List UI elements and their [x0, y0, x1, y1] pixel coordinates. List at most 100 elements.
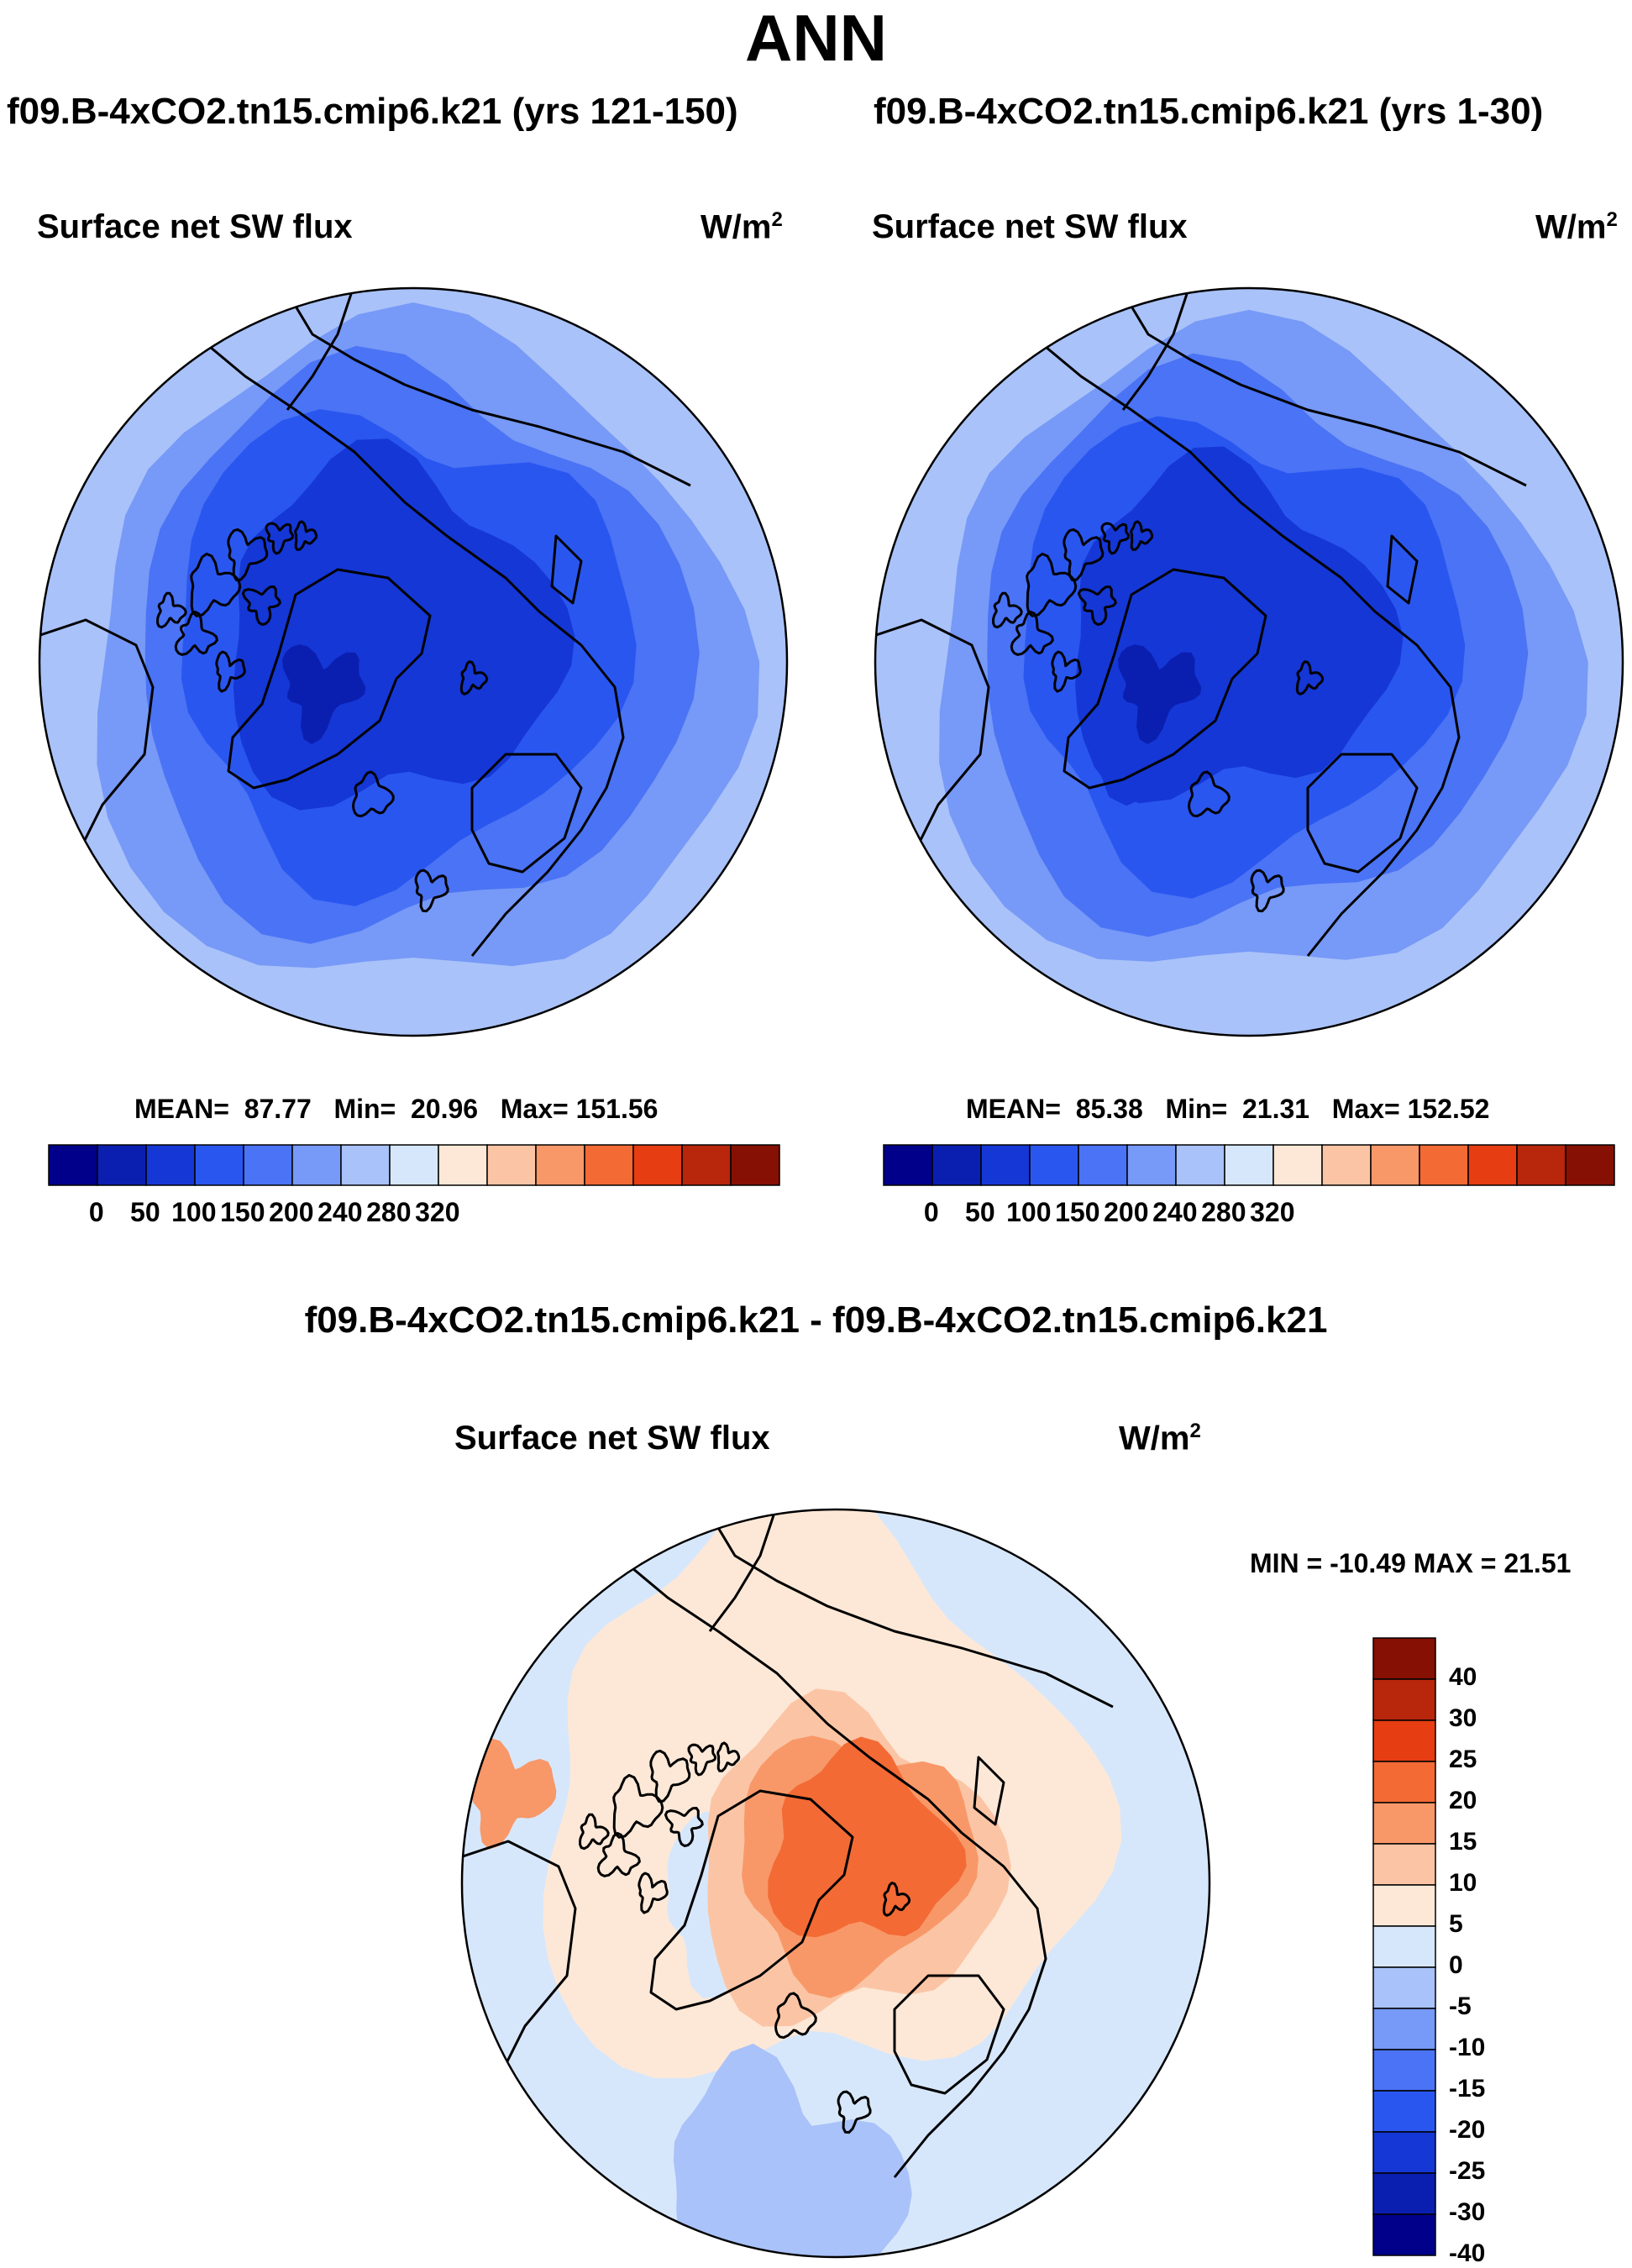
- colorbar-tick-label: 30: [1449, 1704, 1477, 1732]
- colorbar-swatch: [1372, 1761, 1436, 1803]
- coastline-island: [1010, 610, 1054, 656]
- field-band-pos-canada: [470, 1738, 557, 1850]
- polar-map-1: [38, 286, 789, 1037]
- coastline-britain: [1250, 869, 1285, 913]
- coastline-island: [716, 1741, 741, 1772]
- map-boundary: [460, 1508, 1211, 2259]
- colorbar-tick-label: 20: [1449, 1786, 1477, 1814]
- coastline-island: [1051, 650, 1082, 693]
- coastlines: [39, 288, 691, 957]
- case-title-diff: f09.B-4xCO2.tn15.cmip6.k21 - f09.B-4xCO2…: [304, 1299, 1328, 1341]
- colorbar-tick-label: 50: [965, 1197, 995, 1227]
- colorbar-swatch: [1321, 1144, 1372, 1186]
- case-title-1: f09.B-4xCO2.tn15.cmip6.k21 (yrs 121-150): [7, 91, 738, 132]
- coastline-eurasia: [194, 333, 625, 957]
- polar-map-diff: [460, 1508, 1211, 2259]
- units-label-1: W/m2: [701, 208, 783, 246]
- colorbar-tick-label: 320: [415, 1197, 460, 1227]
- colorbar-swatch: [291, 1144, 342, 1186]
- colorbar-tick-label: 100: [1006, 1197, 1052, 1227]
- colorbar-swatch: [389, 1144, 439, 1186]
- colorbar-swatch: [681, 1144, 732, 1186]
- coastline-island: [294, 520, 318, 551]
- colorbar-tick-label: 280: [366, 1197, 412, 1227]
- colorbar-swatch: [145, 1144, 196, 1186]
- coastline-britain: [837, 2090, 872, 2134]
- colorbar-swatch: [48, 1144, 98, 1186]
- coastline-canada: [39, 618, 155, 873]
- field-layer: [39, 288, 787, 1036]
- coastline-island: [649, 1749, 691, 1803]
- coastline-canada: [462, 1840, 577, 2094]
- colorbar-swatch: [1372, 2049, 1436, 2092]
- colorbar-swatch: [1372, 1678, 1436, 1721]
- field-band-pos-15: [768, 1736, 967, 1938]
- colorbar-swatch: [1419, 1144, 1469, 1186]
- colorbar-swatch: [1372, 2008, 1436, 2050]
- colorbar-swatch: [1273, 1144, 1323, 1186]
- colorbar-swatch: [1372, 2172, 1436, 2215]
- coastline-island: [156, 591, 187, 629]
- coastline-island: [579, 1813, 610, 1851]
- coastline-siberia: [708, 1513, 1114, 1709]
- colorbar-tick-label: 100: [171, 1197, 217, 1227]
- coastline-island: [992, 591, 1023, 629]
- colorbar-swatch: [438, 1144, 488, 1186]
- coastline-britain: [414, 869, 449, 913]
- coastlines: [462, 1509, 1114, 2178]
- page-title: ANN: [745, 1, 887, 75]
- colorbar-swatch: [1224, 1144, 1274, 1186]
- colorbar-swatch: [1372, 2213, 1436, 2256]
- colorbar-tick-label: 0: [1449, 1950, 1463, 1979]
- coastline-greenland: [649, 1789, 854, 2011]
- colorbar-tick-label: 25: [1449, 1745, 1477, 1773]
- stats-line-2: MEAN= 85.38 Min= 21.31 Max= 152.52: [966, 1094, 1490, 1124]
- polar-map-2: [874, 286, 1624, 1037]
- colorbar-swatch: [1175, 1144, 1225, 1186]
- coastline-island: [1100, 522, 1131, 555]
- map-boundary: [38, 286, 789, 1037]
- colorbar-swatch: [1372, 1884, 1436, 1927]
- colorbar-swatch: [1078, 1144, 1128, 1186]
- coastline-eurasia: [617, 1554, 1047, 2178]
- colorbar-swatch: [730, 1144, 780, 1186]
- colorbar-tick-label: 280: [1201, 1197, 1246, 1227]
- coastline-novaya-zemlya: [1386, 534, 1419, 605]
- colorbar-tick-label: 50: [130, 1197, 160, 1227]
- field-band-greenland-core: [282, 644, 366, 744]
- coastline-island: [265, 522, 295, 555]
- colorbar-tick-label: 240: [1152, 1197, 1198, 1227]
- coastline-island: [227, 528, 269, 581]
- coastline-island: [638, 1872, 669, 1914]
- colorbar-tick-label: 0: [88, 1197, 104, 1227]
- colorbar-swatch: [1372, 2131, 1436, 2174]
- colorbar-tick-label: 200: [269, 1197, 314, 1227]
- colorbar-swatch: [1372, 1966, 1436, 2009]
- colorbar-swatch: [194, 1144, 244, 1186]
- stats-line-diff: MIN = -10.49 MAX = 21.51: [1250, 1548, 1572, 1578]
- colorbar-tick-label: -30: [1449, 2197, 1486, 2226]
- coastline-siberia: [286, 291, 691, 487]
- units-label-2: W/m2: [1535, 208, 1618, 246]
- colorbar-swatch: [1516, 1144, 1566, 1186]
- coastline-island: [1077, 585, 1117, 626]
- coastline-island: [1063, 528, 1105, 581]
- coastline-svalbard: [459, 660, 489, 696]
- map-boundary: [874, 286, 1624, 1037]
- variable-label-diff: Surface net SW flux: [454, 1420, 770, 1457]
- coastline-scandinavia: [470, 753, 583, 874]
- coastline-scandinavia: [1306, 753, 1419, 874]
- colorbar-swatch: [980, 1144, 1031, 1186]
- colorbar-swatch: [1029, 1144, 1079, 1186]
- coastline-siberia: [1121, 291, 1527, 487]
- case-title-2: f09.B-4xCO2.tn15.cmip6.k21 (yrs 1-30): [874, 91, 1544, 132]
- coastline-island: [687, 1743, 717, 1777]
- colorbar-swatch: [632, 1144, 683, 1186]
- colorbar-swatch: [1372, 1719, 1436, 1762]
- colorbar-tick-label: 150: [1055, 1197, 1100, 1227]
- colorbar-swatch: [1565, 1144, 1615, 1186]
- colorbar-tick-label: 5: [1449, 1909, 1463, 1938]
- field-band-greenland-core: [1118, 644, 1202, 744]
- coastline-island: [241, 585, 281, 626]
- coastline-canada: [875, 618, 990, 873]
